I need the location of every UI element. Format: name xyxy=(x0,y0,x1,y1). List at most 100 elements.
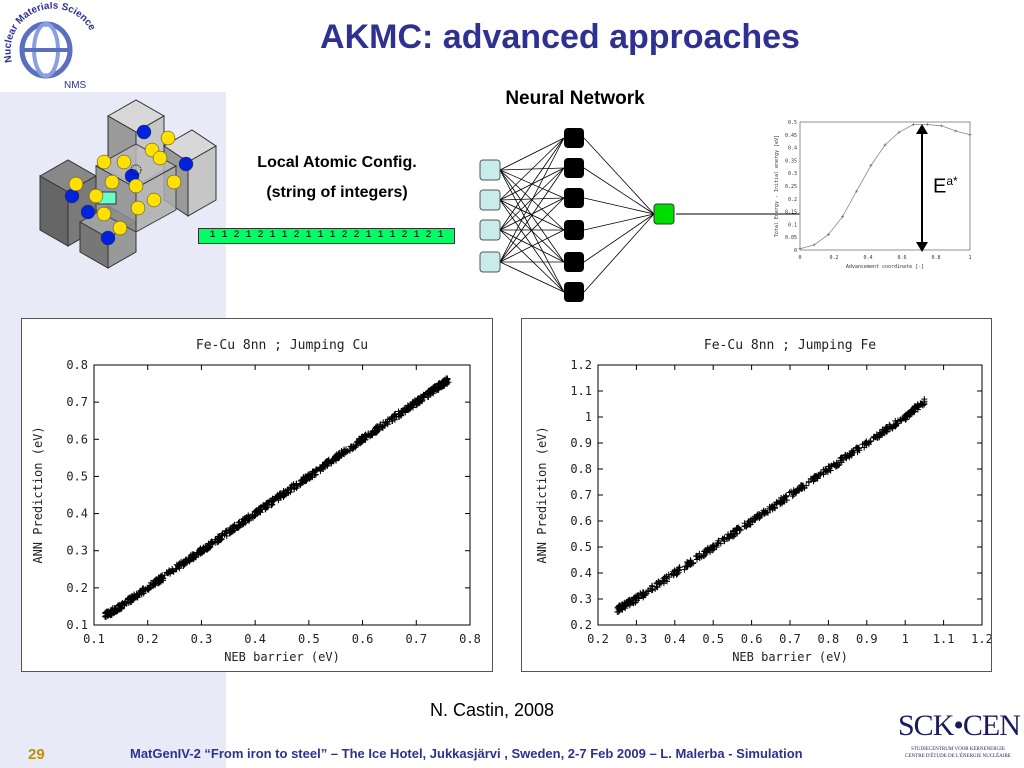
scatter-x-tick: 0.2 xyxy=(137,632,159,646)
hidden-node xyxy=(564,282,584,302)
scatter-y-tick: 1.2 xyxy=(570,358,592,372)
atomic-config-diagram xyxy=(38,99,217,269)
scatter-y-tick: 0.4 xyxy=(66,507,88,521)
ea-label: Ea* xyxy=(933,174,958,199)
slide-title: AKMC: advanced approaches xyxy=(320,18,800,56)
scatter-y-tick: 0.6 xyxy=(570,514,592,528)
nms-logo-text: Nuclear Materials Science xyxy=(2,2,97,64)
hidden-node xyxy=(564,220,584,240)
scatter-y-tick: 0.5 xyxy=(66,469,88,483)
energy-y-tick: 0.35 xyxy=(785,158,797,164)
scatter-y-tick: 1 xyxy=(585,410,592,424)
hidden-node xyxy=(564,158,584,178)
scatter-x-tick: 0.4 xyxy=(664,632,686,646)
energy-y-tick: 0 xyxy=(794,248,797,254)
sck-cen-logo: SCK•CEN STUDIECENTRUM VOOR KERNENERGIE C… xyxy=(898,706,1021,768)
ea-symbol: E xyxy=(933,175,947,198)
energy-y-label: Total Energy - Initial energy [eV] xyxy=(774,135,780,237)
scatter-x-tick: 0.8 xyxy=(818,632,840,646)
energy-x-label: Advancement coordinate [-] xyxy=(846,264,924,270)
scatter-x-tick: 0.3 xyxy=(626,632,648,646)
energy-plot-frame xyxy=(799,121,971,251)
scatter-x-label: NEB barrier (eV) xyxy=(732,650,848,664)
scatter-x-tick: 0.1 xyxy=(83,632,105,646)
scatter-x-label: NEB barrier (eV) xyxy=(224,650,340,664)
config-label-line2: (string of integers) xyxy=(266,184,408,201)
energy-point xyxy=(812,243,816,247)
scatter-points xyxy=(102,375,452,620)
sck-cen-logo-text: SCK•CEN xyxy=(898,709,1021,742)
plot-frame-cu: Fe-Cu 8nn ; Jumping Cu 0.1 0.2 0.3 0.4 0.5 0.6… xyxy=(21,318,493,672)
energy-y-tick: 0.45 xyxy=(785,133,797,139)
scatter-y-tick: 1.1 xyxy=(570,384,592,398)
energy-x-tick: 0.6 xyxy=(897,255,906,261)
scatter-x-tick: 0.5 xyxy=(298,632,320,646)
scatter-x-tick: 0.6 xyxy=(352,632,374,646)
plot-frame-fe: Fe-Cu 8nn ; Jumping Fe 0.2 0.3 0.4 0.5 0.6 0.7… xyxy=(521,318,993,672)
scatter-y-tick: 0.3 xyxy=(66,544,88,558)
energy-y-tick: 0.1 xyxy=(788,222,797,228)
scatter-chart-fe: Fe-Cu 8nn ; Jumping Fe 0.2 0.3 0.4 0.5 0.6 0.7… xyxy=(535,338,993,664)
scatter-y-tick: 0.8 xyxy=(66,358,88,372)
energy-x-tick: 0.2 xyxy=(829,255,838,261)
energy-point xyxy=(869,164,873,168)
energy-point xyxy=(968,133,972,137)
scatter-y-label: ANN Prediction (eV) xyxy=(535,426,549,563)
scatter-x-tick: 1 xyxy=(902,632,909,646)
scatter-y-tick: 0.7 xyxy=(570,488,592,502)
energy-x-tick: 0.4 xyxy=(863,255,872,261)
energy-point xyxy=(954,129,958,133)
energy-point xyxy=(940,124,944,128)
energy-x-tick: 0 xyxy=(798,255,801,261)
energy-point xyxy=(883,143,887,147)
sck-cen-sub2: CENTRE D'ÉTUDE DE L'ÉNERGIE NUCLÉAIRE xyxy=(905,754,1011,759)
energy-point xyxy=(926,123,929,127)
energy-x-tick: 0.8 xyxy=(931,255,940,261)
scatter-y-tick: 0.5 xyxy=(570,540,592,554)
energy-point xyxy=(826,233,830,237)
config-string: 1 1 2 1 2 1 1 2 1 1 1 2 2 1 1 1 2 1 2 1 xyxy=(198,228,455,244)
config-label: Local Atomic Config. (string of integers… xyxy=(226,148,448,208)
energy-y-tick: 0.2 xyxy=(788,197,797,203)
scatter-y-tick: 0.7 xyxy=(66,395,88,409)
scatter-title: Fe-Cu 8nn ; Jumping Cu xyxy=(196,338,368,353)
nms-logo: Nuclear Materials Science NMS xyxy=(2,2,97,91)
scatter-y-tick: 0.1 xyxy=(66,618,88,632)
hidden-node xyxy=(564,252,584,272)
scatter-x-tick: 1.2 xyxy=(971,632,991,646)
neural-network-label: Neural Network xyxy=(505,88,645,109)
scatter-y-tick: 0.4 xyxy=(570,566,592,580)
scatter-x-tick: 0.4 xyxy=(244,632,266,646)
svg-text:Nuclear Materials Science: Nuclear Materials Science xyxy=(2,2,97,64)
neural-network-diagram xyxy=(479,128,686,302)
scatter-x-tick: 0.2 xyxy=(587,632,609,646)
sck-cen-sub1: STUDIECENTRUM VOOR KERNENERGIE xyxy=(911,747,1005,752)
config-label-line1: Local Atomic Config. xyxy=(257,154,417,171)
scatter-x-tick: 0.6 xyxy=(741,632,763,646)
energy-point xyxy=(855,189,859,193)
scatter-y-tick: 0.8 xyxy=(570,462,592,476)
scatter-x-tick: 0.8 xyxy=(459,632,481,646)
scatter-points xyxy=(614,396,928,615)
scatter-y-label: ANN Prediction (eV) xyxy=(31,426,45,563)
energy-y-tick: 0.25 xyxy=(785,184,797,190)
ea-superscript: a* xyxy=(946,174,958,188)
energy-y-tick: 0.05 xyxy=(785,235,797,241)
energy-point xyxy=(798,247,802,251)
page-number: 29 xyxy=(28,746,45,763)
energy-point xyxy=(841,215,844,219)
scatter-x-tick: 0.5 xyxy=(702,632,724,646)
energy-x-tick: 1 xyxy=(968,255,971,261)
hidden-node xyxy=(564,128,584,148)
scatter-title: Fe-Cu 8nn ; Jumping Fe xyxy=(704,338,876,353)
scatter-y-tick: 0.2 xyxy=(66,581,88,595)
energy-y-tick: 0.3 xyxy=(788,171,797,177)
scatter-y-tick: 0.6 xyxy=(66,432,88,446)
scatter-y-tick: 0.9 xyxy=(570,436,592,450)
scatter-y-tick: 0.2 xyxy=(570,618,592,632)
energy-y-tick: 0.4 xyxy=(788,146,797,152)
input-node xyxy=(479,219,501,241)
input-node xyxy=(479,159,501,181)
input-node xyxy=(479,251,501,273)
scatter-x-tick: 0.9 xyxy=(856,632,878,646)
